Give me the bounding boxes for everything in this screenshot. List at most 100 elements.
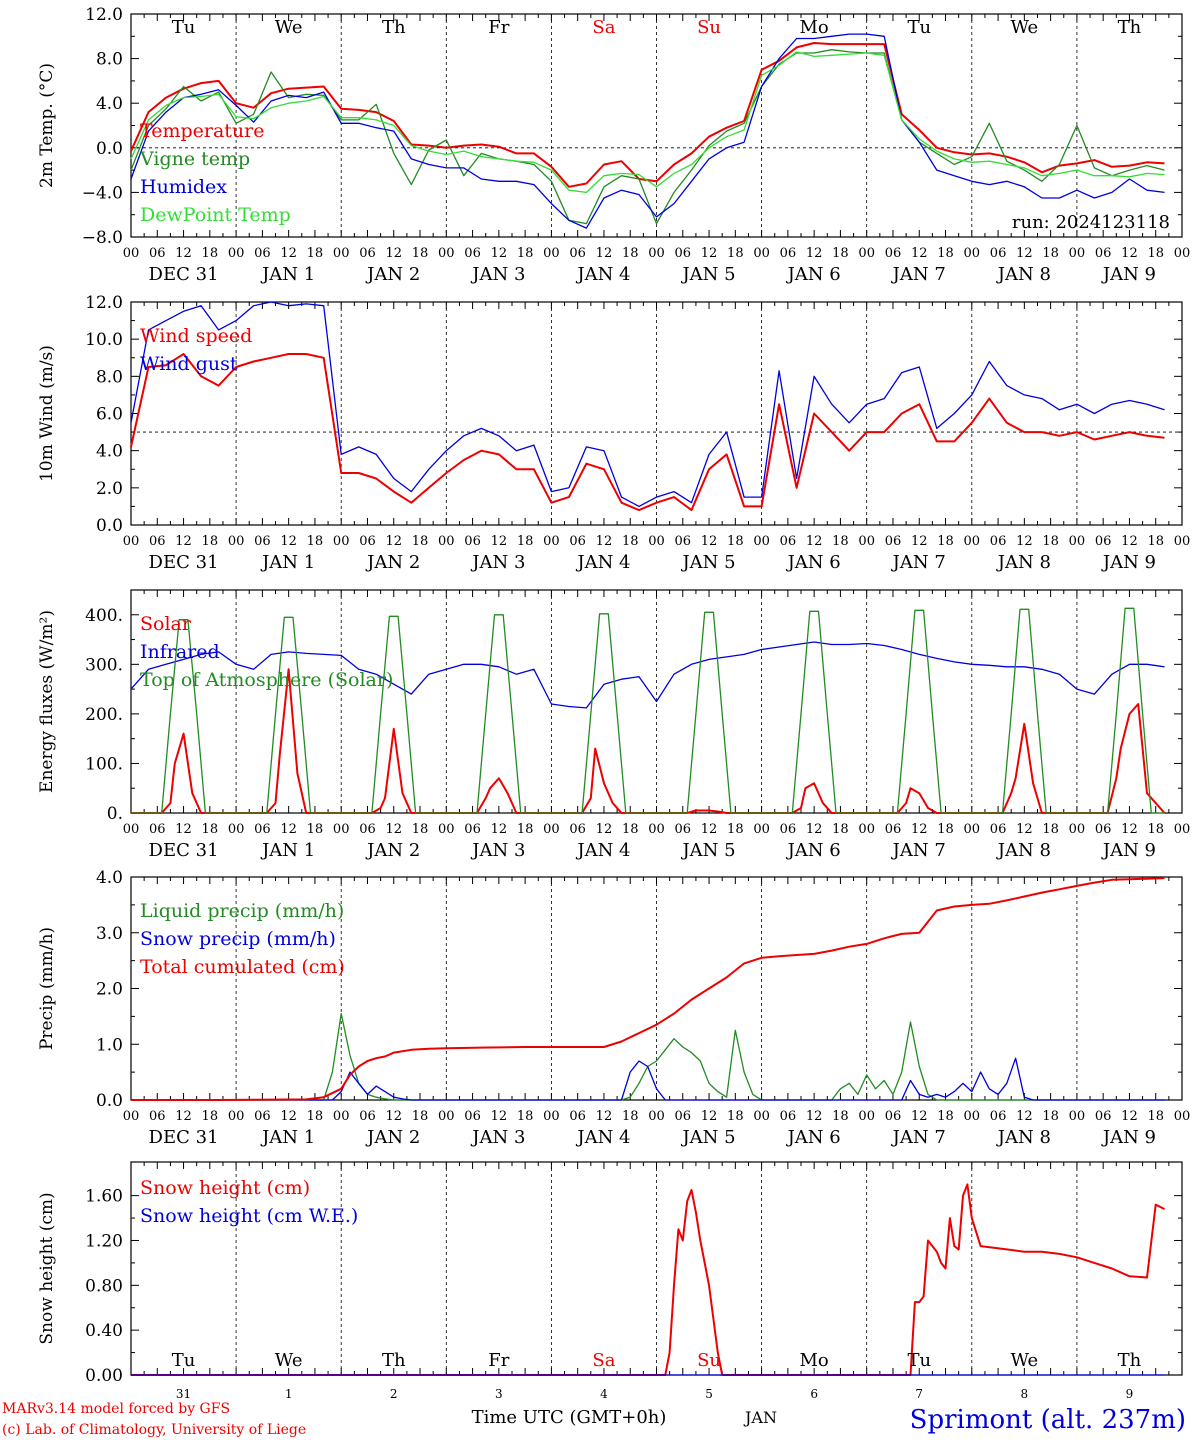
hour-label: 18 bbox=[412, 534, 429, 549]
hour-label: 12 bbox=[491, 534, 508, 549]
weekday-label: Th bbox=[1118, 1350, 1142, 1371]
hour-label: 12 bbox=[806, 534, 823, 549]
y-tick-label: 6.0 bbox=[96, 405, 123, 425]
hour-label: 00 bbox=[123, 822, 140, 837]
legend-entry: Snow precip (mm/h) bbox=[140, 928, 336, 950]
weekday-label: Th bbox=[382, 17, 406, 38]
hour-label: 06 bbox=[885, 1109, 902, 1124]
date-label: JAN 8 bbox=[996, 264, 1051, 285]
hour-label: 06 bbox=[885, 534, 902, 549]
hour-label: 18 bbox=[1147, 822, 1164, 837]
hour-label: 00 bbox=[964, 822, 981, 837]
date-label: JAN 7 bbox=[891, 840, 946, 861]
hour-label: 00 bbox=[123, 1109, 140, 1124]
hour-label: 12 bbox=[385, 534, 402, 549]
series-line-dewpoint-temp bbox=[130, 51, 1165, 194]
hour-label: 00 bbox=[123, 246, 140, 261]
hour-label: 00 bbox=[543, 822, 560, 837]
footer-model-credit: MARv3.14 model forced by GFS bbox=[2, 1401, 230, 1417]
hour-label: 18 bbox=[1147, 534, 1164, 549]
date-label: DEC 31 bbox=[149, 552, 219, 573]
date-label: JAN 8 bbox=[996, 840, 1051, 861]
hour-label: 18 bbox=[307, 534, 324, 549]
plot-frame bbox=[130, 301, 1183, 526]
weekday-label: Sa bbox=[592, 1350, 615, 1371]
hour-label: 00 bbox=[333, 822, 350, 837]
day-number-label: 4 bbox=[600, 1387, 608, 1401]
hour-label: 12 bbox=[1016, 1109, 1033, 1124]
legend-entry: Top of Atmosphere (Solar) bbox=[140, 669, 393, 691]
hour-label: 00 bbox=[648, 534, 665, 549]
hour-label: 18 bbox=[517, 1109, 534, 1124]
hour-label: 00 bbox=[964, 1109, 981, 1124]
hour-label: 12 bbox=[701, 822, 718, 837]
y-tick-label: 3.0 bbox=[96, 924, 123, 944]
date-label: JAN 9 bbox=[1101, 1127, 1156, 1148]
hour-label: 18 bbox=[1042, 534, 1059, 549]
hour-label: 06 bbox=[569, 246, 586, 261]
hour-label: 00 bbox=[1069, 1109, 1086, 1124]
series-line-vigne-temp bbox=[130, 49, 1165, 225]
y-tick-label: 300. bbox=[85, 655, 123, 675]
hour-label: 00 bbox=[1174, 822, 1191, 837]
hour-label: 00 bbox=[543, 1109, 560, 1124]
y-axis-title: 2m Temp. (°C) bbox=[37, 63, 57, 188]
legend-entry: Temperature bbox=[140, 120, 264, 142]
hour-label: 00 bbox=[1174, 534, 1191, 549]
date-label: DEC 31 bbox=[149, 1127, 219, 1148]
hour-label: 12 bbox=[701, 1109, 718, 1124]
date-label: JAN 3 bbox=[470, 840, 525, 861]
footer: 31 1 2 3 4 5 6 7 8 9 MARv3.14 model forced by GFS (… bbox=[2, 1387, 1186, 1438]
hour-label: 12 bbox=[491, 246, 508, 261]
hour-label: 12 bbox=[596, 246, 613, 261]
hour-label: 18 bbox=[307, 246, 324, 261]
hour-label: 06 bbox=[254, 534, 271, 549]
y-tick-label: 1.60 bbox=[85, 1187, 123, 1207]
hour-label: 18 bbox=[1147, 246, 1164, 261]
hour-label: 06 bbox=[990, 1109, 1007, 1124]
hour-label: 06 bbox=[780, 1109, 797, 1124]
hour-label: 12 bbox=[280, 246, 297, 261]
hour-label: 12 bbox=[175, 534, 192, 549]
hour-label: 06 bbox=[885, 246, 902, 261]
y-tick-label: 12.0 bbox=[85, 293, 123, 313]
weekday-label: Su bbox=[697, 1350, 721, 1371]
hour-label: 18 bbox=[937, 1109, 954, 1124]
date-label: JAN 4 bbox=[575, 1127, 630, 1148]
hour-label: 00 bbox=[438, 1109, 455, 1124]
y-tick-label: −8.0 bbox=[82, 228, 123, 248]
hour-label: 06 bbox=[359, 1109, 376, 1124]
weekday-label: Th bbox=[1118, 17, 1142, 38]
hour-label: 12 bbox=[701, 534, 718, 549]
hour-label: 12 bbox=[596, 1109, 613, 1124]
date-label: JAN 9 bbox=[1101, 840, 1156, 861]
day-number-label: 5 bbox=[705, 1387, 713, 1401]
legend-entry: Snow height (cm W.E.) bbox=[140, 1205, 358, 1227]
hour-label: 06 bbox=[149, 246, 166, 261]
hour-label: 18 bbox=[622, 1109, 639, 1124]
hour-label: 18 bbox=[1042, 1109, 1059, 1124]
y-tick-label: 0.0 bbox=[96, 1091, 123, 1111]
hour-label: 18 bbox=[307, 822, 324, 837]
hour-label: 06 bbox=[780, 822, 797, 837]
hour-label: 06 bbox=[675, 1109, 692, 1124]
y-axis-title: 10m Wind (m/s) bbox=[37, 345, 57, 482]
y-tick-label: 12.0 bbox=[85, 5, 123, 25]
hour-label: 18 bbox=[727, 822, 744, 837]
hour-label: 06 bbox=[464, 534, 481, 549]
legend-entry: Wind speed bbox=[140, 325, 252, 347]
hour-label: 00 bbox=[964, 246, 981, 261]
hour-label: 06 bbox=[569, 1109, 586, 1124]
hour-label: 12 bbox=[701, 246, 718, 261]
hour-label: 12 bbox=[175, 822, 192, 837]
hour-label: 00 bbox=[858, 822, 875, 837]
hour-label: 00 bbox=[333, 1109, 350, 1124]
date-label: JAN 1 bbox=[260, 264, 315, 285]
hour-label: 18 bbox=[832, 822, 849, 837]
hour-label: 06 bbox=[254, 246, 271, 261]
hour-label: 18 bbox=[412, 822, 429, 837]
y-tick-label: −4.0 bbox=[82, 183, 123, 203]
series-line-total-cumulated-cm- bbox=[131, 877, 1165, 1101]
day-number-label: 8 bbox=[1021, 1387, 1029, 1401]
hour-label: 18 bbox=[307, 1109, 324, 1124]
